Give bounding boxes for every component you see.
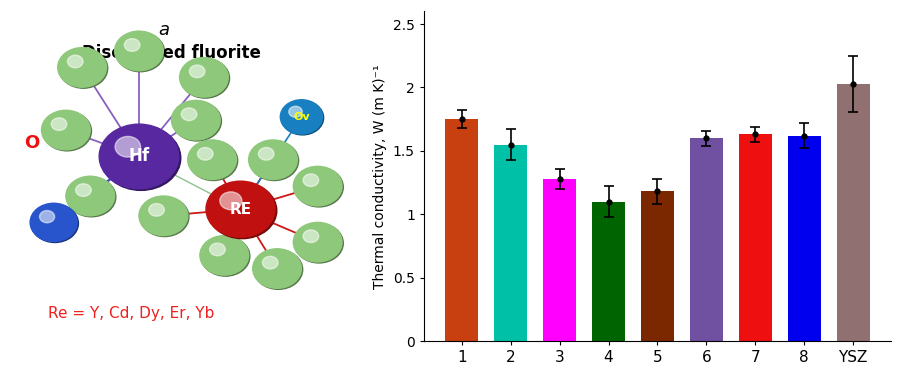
Circle shape xyxy=(68,55,83,68)
Circle shape xyxy=(303,174,319,186)
Text: Disordered fluorite: Disordered fluorite xyxy=(82,44,261,62)
Circle shape xyxy=(201,236,250,276)
Circle shape xyxy=(282,100,324,135)
Circle shape xyxy=(181,58,230,98)
Circle shape xyxy=(58,48,106,87)
Circle shape xyxy=(172,100,220,140)
Circle shape xyxy=(188,140,237,180)
Text: O: O xyxy=(23,134,39,152)
Circle shape xyxy=(173,102,221,141)
Circle shape xyxy=(303,230,319,243)
Circle shape xyxy=(59,49,108,88)
Circle shape xyxy=(208,183,277,239)
Circle shape xyxy=(210,243,225,256)
Circle shape xyxy=(180,58,229,97)
Bar xyxy=(689,138,723,341)
Circle shape xyxy=(293,222,342,262)
Bar xyxy=(592,202,626,341)
Y-axis label: Thermal conductivity, W (m K)⁻¹: Thermal conductivity, W (m K)⁻¹ xyxy=(374,64,387,288)
Bar xyxy=(739,135,772,341)
Circle shape xyxy=(289,106,302,117)
Bar xyxy=(446,119,479,341)
Circle shape xyxy=(200,236,248,275)
Circle shape xyxy=(197,147,213,160)
Circle shape xyxy=(76,184,91,196)
Bar xyxy=(641,191,674,341)
Circle shape xyxy=(124,39,140,51)
Circle shape xyxy=(51,118,67,130)
Circle shape xyxy=(294,168,343,207)
Text: Hf: Hf xyxy=(129,147,149,166)
Circle shape xyxy=(280,100,322,134)
Text: RE: RE xyxy=(230,202,252,217)
Circle shape xyxy=(101,126,181,190)
Circle shape xyxy=(220,192,242,210)
Circle shape xyxy=(116,32,165,72)
Circle shape xyxy=(99,124,179,189)
Circle shape xyxy=(189,65,205,78)
Text: Ov: Ov xyxy=(293,112,310,122)
Bar xyxy=(494,144,527,341)
Circle shape xyxy=(148,204,165,216)
Circle shape xyxy=(206,181,275,237)
Circle shape xyxy=(32,204,78,243)
Text: Re = Y, Cd, Dy, Er, Yb: Re = Y, Cd, Dy, Er, Yb xyxy=(48,306,214,321)
Circle shape xyxy=(189,141,238,180)
Bar xyxy=(836,84,869,341)
Circle shape xyxy=(293,166,342,206)
Circle shape xyxy=(139,196,188,236)
Text: a: a xyxy=(158,21,169,39)
Circle shape xyxy=(248,140,297,180)
Circle shape xyxy=(41,110,90,150)
Circle shape xyxy=(30,203,77,241)
Circle shape xyxy=(115,136,140,157)
Circle shape xyxy=(42,111,92,151)
Circle shape xyxy=(250,141,299,180)
Circle shape xyxy=(253,249,302,288)
Circle shape xyxy=(263,256,278,269)
Circle shape xyxy=(66,176,114,216)
Circle shape xyxy=(181,108,197,121)
Circle shape xyxy=(254,250,302,289)
Circle shape xyxy=(40,211,55,223)
Bar xyxy=(788,136,821,341)
Circle shape xyxy=(68,177,116,217)
Circle shape xyxy=(140,197,189,236)
Circle shape xyxy=(114,31,163,71)
Bar xyxy=(543,179,576,341)
Circle shape xyxy=(258,147,274,160)
Circle shape xyxy=(294,223,343,263)
